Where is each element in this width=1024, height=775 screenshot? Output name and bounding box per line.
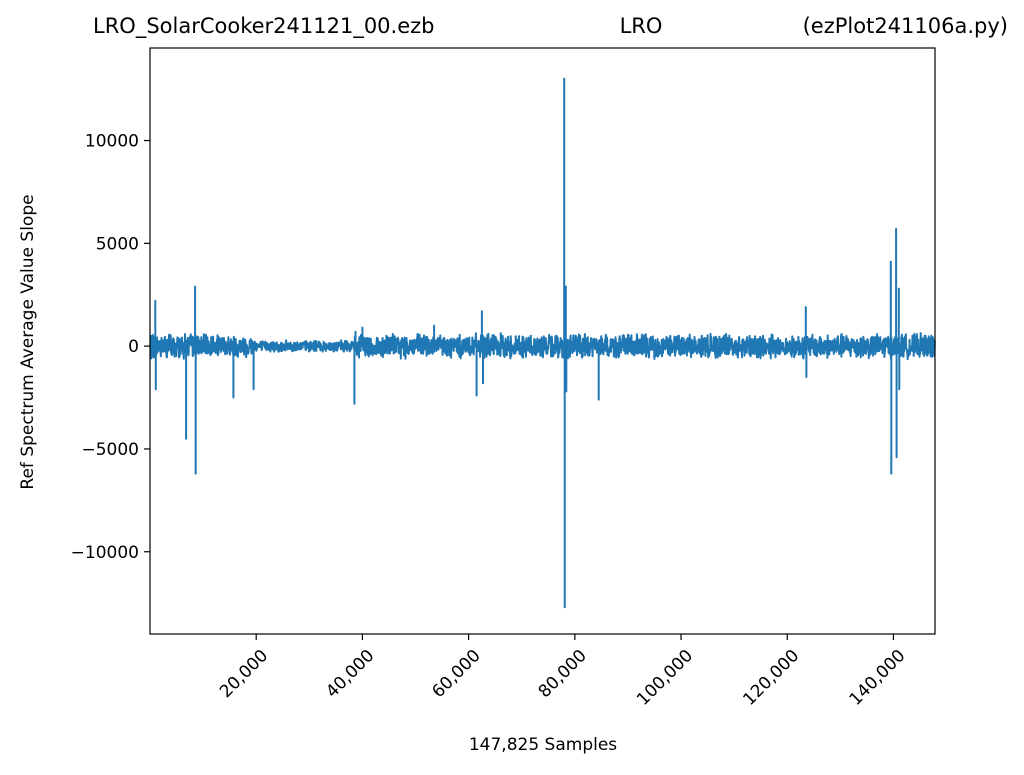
chart-title-site: LRO: [619, 14, 663, 38]
y-axis-label: Ref Spectrum Average Value Slope: [18, 194, 38, 490]
y-tick-label: 5000: [96, 234, 139, 254]
x-tick-label: 120,000: [739, 646, 803, 710]
series-line: [149, 77, 936, 609]
x-tick-label: 60,000: [428, 646, 484, 702]
chart-title-file: LRO_SolarCooker241121_00.ezb: [93, 14, 435, 38]
series-path: [149, 77, 936, 609]
chart-title-script: (ezPlot241106a.py): [802, 14, 1008, 38]
x-tick-label: 40,000: [322, 646, 378, 702]
y-tick-label: −10000: [71, 543, 139, 563]
y-tick-label: 0: [128, 337, 139, 357]
x-axis-label: 147,825 Samples: [468, 735, 618, 755]
x-tick-label: 80,000: [535, 646, 591, 702]
plot-frame: [149, 47, 936, 635]
y-tick-label: −5000: [81, 440, 139, 460]
y-tick-label: 10000: [85, 132, 139, 152]
x-tick-label: 20,000: [216, 646, 272, 702]
x-tick-label: 140,000: [846, 646, 910, 710]
x-tick-label: 100,000: [633, 646, 697, 710]
